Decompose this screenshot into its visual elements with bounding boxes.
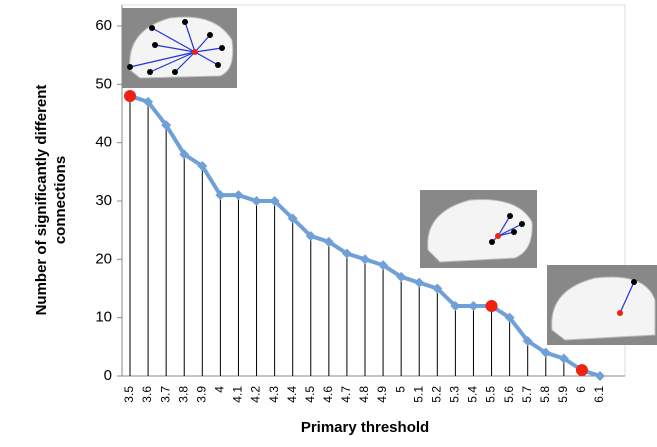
marker (540, 347, 551, 358)
marker (215, 190, 226, 201)
x-tick-label: 4.8 (357, 386, 371, 403)
x-tick-label: 4.1 (231, 386, 245, 403)
marker (450, 301, 461, 311)
marker (378, 260, 389, 271)
marker (595, 371, 605, 381)
x-tick-label: 5.4 (466, 386, 480, 403)
x-axis-label: Primary threshold (301, 419, 429, 436)
x-tick-label: 4.6 (321, 386, 335, 403)
marker (305, 231, 316, 241)
y-axis-label-line: connections (52, 156, 69, 244)
x-tick-label: 3.9 (194, 386, 208, 403)
x-tick-label: 5.2 (429, 386, 443, 403)
marker (179, 149, 190, 160)
y-tick-label: 10 (95, 309, 112, 326)
x-tick-label: 5.3 (448, 386, 462, 403)
marker (468, 301, 479, 311)
highlight-marker (485, 300, 498, 312)
y-tick-label: 40 (95, 134, 112, 151)
x-tick-label: 4.7 (339, 386, 353, 403)
y-tick-label: 20 (95, 250, 112, 267)
y-tick-label: 0 (104, 367, 112, 384)
highlight-marker (124, 90, 136, 102)
marker (233, 190, 244, 201)
marker (269, 196, 280, 206)
y-tick-label: 60 (95, 17, 112, 34)
y-axis-label-line: Number of significantly different (33, 85, 50, 316)
marker (504, 312, 515, 323)
x-tick-label: 3.8 (176, 386, 190, 403)
y-axis-label: Number of significantly different connec… (33, 85, 69, 316)
marker (287, 213, 298, 224)
x-tick-label: 4.9 (375, 386, 389, 403)
x-tick-label: 6 (574, 386, 588, 393)
marker (432, 283, 443, 294)
x-tick-label: 4.4 (285, 386, 299, 403)
marker (414, 277, 425, 288)
y-tick-label: 50 (95, 75, 112, 92)
x-tick-label: 5.7 (520, 386, 534, 403)
marker (161, 120, 172, 131)
marks: 0 10 20 30 40 50 60 3.5 3.6 3.7 3.8 3.9 4 4.1 4.2 4.3 4.… (95, 5, 625, 403)
x-tick-label: 4.3 (267, 386, 281, 403)
brain-inset (122, 8, 237, 88)
x-tick-label: 5.6 (502, 386, 516, 403)
x-tick-label: 3.7 (158, 386, 172, 403)
x-tick-label: 3.6 (140, 386, 154, 403)
marker (197, 161, 208, 171)
brain-inset (547, 265, 657, 345)
marker (323, 236, 334, 247)
y-tick-label: 30 (95, 192, 112, 209)
x-tick-label: 5 (393, 386, 407, 393)
marker (396, 271, 407, 282)
x-tick-label: 4 (213, 386, 227, 393)
x-tick-label: 5.9 (556, 386, 570, 403)
x-tick-label: 6.1 (592, 386, 606, 403)
marker (251, 196, 262, 206)
marker (522, 336, 533, 346)
x-tick-label: 3.5 (122, 386, 136, 403)
marker (558, 353, 569, 364)
highlight-marker (575, 364, 588, 377)
x-tick-label: 5.1 (411, 386, 425, 403)
x-tick-label: 4.5 (303, 386, 317, 403)
x-tick-label: 5.8 (538, 386, 552, 403)
x-tick-label: 5.5 (484, 386, 498, 403)
marker (360, 254, 370, 265)
marker (143, 96, 154, 107)
brain-inset (420, 190, 537, 268)
marker (341, 248, 352, 259)
x-tick-label: 4.2 (249, 386, 263, 403)
